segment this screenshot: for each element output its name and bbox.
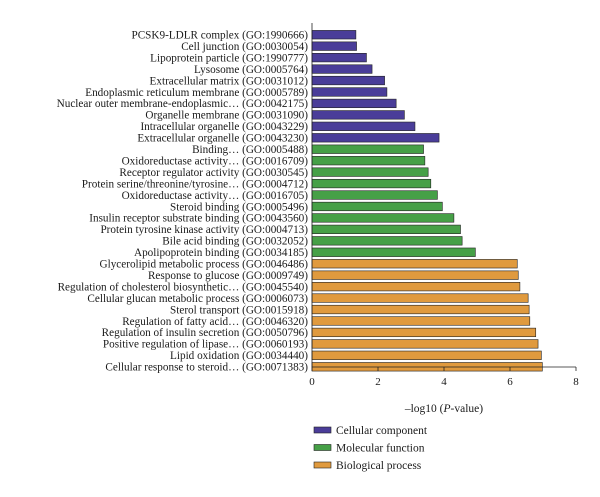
category-label: Organelle membrane (GO:0031090) [145,110,308,122]
legend-swatch [313,444,332,451]
category-label: Lipid oxidation (GO:0034440) [170,350,308,362]
bar-1 [311,30,357,40]
x-axis-title-prefix: –log10 ( [404,403,444,415]
category-label: Insulin receptor substrate binding (GO:0… [89,213,308,225]
bar-27 [311,327,537,338]
bar-23 [311,282,521,292]
category-label: Bile acid binding (GO:0032052) [162,236,308,248]
x-tick-label: 8 [573,376,579,388]
bar-2 [311,41,357,51]
bar-21 [311,259,518,269]
category-label: Protein serine/threonine/tyrosine… (GO:0… [82,178,308,190]
category-label: Extracellular matrix (GO:0031012) [150,75,309,87]
legend-swatch [313,461,332,469]
category-label: Sterol transport (GO:0015918) [170,304,308,316]
category-label: Cellular response to steroid… (GO:007138… [105,362,308,374]
x-axis: 0 2 4 6 8 [309,23,579,388]
bars-layer [311,30,543,372]
bar-4 [311,64,373,74]
category-label: PCSK9-LDLR complex (GO:1990666) [131,30,308,42]
bar-24 [311,293,529,303]
legend-label: Biological process [336,460,422,472]
x-tick-label: 2 [375,376,381,388]
category-label: Steroid binding (GO:0005496) [170,201,308,213]
x-tick-label: 4 [441,376,447,388]
bar-17 [311,213,455,223]
category-label: Regulation of cholesterol biosynthetic… … [58,281,309,293]
bar-6 [311,87,388,97]
x-axis-title: –log10 (P-value) [404,403,483,415]
category-label: Endoplasmic reticulum membrane (GO:00057… [85,87,308,99]
legend: Cellular component Molecular function Biol… [313,425,428,472]
category-label: Glycerolipid metabolic process (GO:00464… [100,259,309,271]
category-label: Extracellular organelle (GO:0043230) [137,133,308,145]
bar-20 [311,247,476,257]
category-label: Receptor regulator activity (GO:0030545) [119,167,308,179]
category-label: Oxidoreductase activity… (GO:0016705) [122,190,309,202]
category-label: Cell junction (GO:0030054) [181,41,308,53]
category-label: Cellular glucan metabolic process (GO:00… [87,293,308,305]
bar-22 [311,270,519,280]
bar-11 [311,144,424,154]
bar-18 [311,224,461,234]
bar-19 [311,236,463,246]
bar-26 [311,316,531,326]
category-label: Intracellular organelle (GO:0043229) [140,121,308,133]
bar-14 [311,178,432,189]
bar-7 [311,98,397,109]
category-label: Positive regulation of lipase… (GO:00601… [103,339,308,351]
bar-16 [311,201,443,212]
bar-3 [311,53,367,63]
legend-label: Molecular function [336,443,425,455]
category-label: Nuclear outer membrane-endoplasmic… (GO:… [57,98,309,110]
bar-13 [311,167,429,177]
bar-9 [311,121,416,131]
category-label: Lysosome (GO:0005764) [194,64,308,76]
bar-12 [311,156,426,166]
category-label: Response to glucose (GO:0009749) [148,270,308,282]
category-label: Regulation of insulin secretion (GO:0050… [102,327,309,339]
category-label: Lipoprotein particle (GO:1990777) [150,52,308,64]
bar-8 [311,110,405,120]
bar-15 [311,190,438,200]
x-axis-title-suffix: -value) [451,403,484,415]
legend-label: Cellular component [336,425,428,437]
legend-swatch [313,426,332,434]
category-label: Regulation of fatty acid… (GO:0046320) [122,316,308,328]
category-labels: PCSK9-LDLR complex (GO:1990666)Cell junc… [57,30,309,374]
x-tick-label: 6 [507,376,513,388]
bar-5 [311,75,385,86]
bar-10 [311,133,440,143]
category-label: Apolipoprotein binding (GO:0034185) [134,247,308,259]
bar-29 [311,350,542,360]
category-label: Protein tyrosine kinase activity (GO:000… [100,224,308,236]
bar-28 [311,339,539,349]
category-label: Oxidoreductase activity… (GO:0016709) [122,155,309,167]
category-label: Binding… (GO:0005488) [192,144,308,156]
bar-25 [311,304,530,315]
x-axis-title-italic: P [443,403,451,415]
x-tick-label: 0 [309,376,315,388]
